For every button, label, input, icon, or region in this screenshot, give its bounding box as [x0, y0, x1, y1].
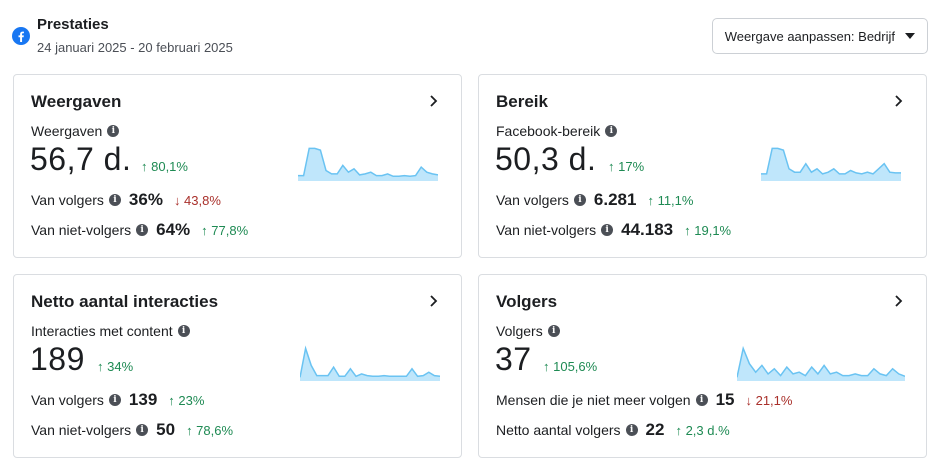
- metric-change: ↑ 80,1%: [141, 159, 188, 174]
- customize-view-label: Weergave aanpassen: Bedrijf: [724, 28, 895, 44]
- card-title: Bereik: [496, 92, 548, 111]
- stat-value: 15: [715, 390, 735, 409]
- sparkline-chart: [298, 147, 438, 181]
- sparkline-line: [761, 147, 901, 175]
- metric-value: 50,3 d.: [495, 141, 597, 177]
- card-bereik[interactable]: Bereik Facebook-bereik i 50,3 d. ↑ 17% Va…: [478, 74, 927, 258]
- stat-value: 44.183: [621, 220, 674, 239]
- chevron-right-icon[interactable]: [892, 94, 906, 108]
- stat-change: ↑ 77,8%: [201, 222, 249, 238]
- info-icon[interactable]: i: [107, 125, 120, 137]
- metric-change: ↑ 17%: [608, 159, 645, 174]
- caret-down-icon: [905, 33, 915, 39]
- metric-change: ↑ 34%: [97, 359, 134, 374]
- page-title: Prestaties: [37, 16, 109, 33]
- sparkline-chart: [761, 147, 901, 181]
- stat-change: ↑ 2,3 d.%: [675, 422, 730, 438]
- metric-label-text: Volgers: [496, 323, 543, 339]
- stat-row: Van volgers i 139 ↑ 23%: [31, 390, 204, 410]
- metric-label: Volgers i: [496, 323, 560, 339]
- info-icon[interactable]: i: [108, 194, 121, 206]
- stat-label: Van niet-volgers: [496, 222, 597, 238]
- page-header: Prestaties 24 januari 2025 - 20 februari…: [12, 14, 930, 62]
- stat-row: Netto aantal volgers i 22 ↑ 2,3 d.%: [496, 420, 730, 440]
- sparkline-line: [300, 345, 440, 378]
- metric-value: 37: [495, 341, 532, 377]
- metric-label: Weergaven i: [31, 123, 120, 139]
- info-icon[interactable]: i: [547, 325, 560, 337]
- stat-row: Mensen die je niet meer volgen i 15 ↓ 21,1%: [496, 390, 792, 410]
- stat-label: Mensen die je niet meer volgen: [496, 392, 691, 408]
- sparkline-area: [761, 148, 901, 181]
- sparkline-chart: [300, 345, 440, 381]
- customize-view-dropdown[interactable]: Weergave aanpassen: Bedrijf: [711, 18, 928, 54]
- card-title: Netto aantal interacties: [31, 292, 219, 311]
- stat-change: ↓ 43,8%: [173, 192, 221, 208]
- stat-label: Van volgers: [496, 192, 569, 208]
- sparkline-chart: [737, 345, 905, 381]
- info-icon[interactable]: i: [605, 125, 618, 137]
- stat-change: ↑ 23%: [168, 392, 205, 408]
- stat-label: Van volgers: [31, 192, 104, 208]
- card-title: Volgers: [496, 292, 558, 311]
- stat-row: Van volgers i 36% ↓ 43,8%: [31, 190, 221, 210]
- sparkline-area: [298, 148, 438, 181]
- stat-value: 22: [645, 420, 665, 439]
- stat-value: 6.281: [593, 190, 637, 209]
- stat-label: Van volgers: [31, 392, 104, 408]
- info-icon[interactable]: i: [625, 424, 638, 436]
- stat-label: Van niet-volgers: [31, 422, 132, 438]
- stat-change: ↑ 78,6%: [186, 422, 234, 438]
- info-icon[interactable]: i: [177, 325, 190, 337]
- info-icon[interactable]: i: [136, 224, 149, 236]
- card-volgers[interactable]: Volgers Volgers i 37 ↑ 105,6% Mensen die …: [478, 274, 927, 458]
- card-title: Weergaven: [31, 92, 122, 111]
- info-icon[interactable]: i: [108, 394, 121, 406]
- sparkline-line: [737, 345, 905, 378]
- metric-change: ↑ 105,6%: [543, 359, 598, 374]
- metric-label: Interacties met content i: [31, 323, 190, 339]
- info-icon[interactable]: i: [695, 394, 708, 406]
- stat-value: 64%: [156, 220, 191, 239]
- metric-label-text: Interacties met content: [31, 323, 173, 339]
- stat-row: Van niet-volgers i 50 ↑ 78,6%: [31, 420, 233, 440]
- stat-value: 50: [156, 420, 176, 439]
- stat-change: ↑ 11,1%: [647, 192, 694, 208]
- stat-row: Van volgers i 6.281 ↑ 11,1%: [496, 190, 693, 210]
- metric-label: Facebook-bereik i: [496, 123, 618, 139]
- info-icon[interactable]: i: [601, 224, 614, 236]
- stat-label: Netto aantal volgers: [496, 422, 621, 438]
- card-netto-interacties[interactable]: Netto aantal interacties Interacties met…: [13, 274, 462, 458]
- stat-row: Van niet-volgers i 64% ↑ 77,8%: [31, 220, 248, 240]
- sparkline-area: [300, 348, 440, 381]
- chevron-right-icon[interactable]: [427, 294, 441, 308]
- stat-change: ↑ 19,1%: [684, 222, 732, 238]
- stat-label: Van niet-volgers: [31, 222, 132, 238]
- sparkline-area: [737, 348, 905, 381]
- info-icon[interactable]: i: [136, 424, 149, 436]
- facebook-icon: [12, 27, 30, 45]
- stat-change: ↓ 21,1%: [745, 392, 793, 408]
- metric-label-text: Facebook-bereik: [496, 123, 601, 139]
- stat-row: Van niet-volgers i 44.183 ↑ 19,1%: [496, 220, 731, 240]
- chevron-right-icon[interactable]: [427, 94, 441, 108]
- metric-value: 56,7 d.: [30, 141, 132, 177]
- stat-value: 36%: [128, 190, 163, 209]
- stat-value: 139: [128, 390, 158, 409]
- sparkline-line: [298, 147, 438, 178]
- chevron-right-icon[interactable]: [892, 294, 906, 308]
- metric-value: 189: [30, 341, 85, 377]
- card-weergaven[interactable]: Weergaven Weergaven i 56,7 d. ↑ 80,1% Van…: [13, 74, 462, 258]
- info-icon[interactable]: i: [573, 194, 586, 206]
- date-range: 24 januari 2025 - 20 februari 2025: [37, 40, 233, 55]
- metric-label-text: Weergaven: [31, 123, 103, 139]
